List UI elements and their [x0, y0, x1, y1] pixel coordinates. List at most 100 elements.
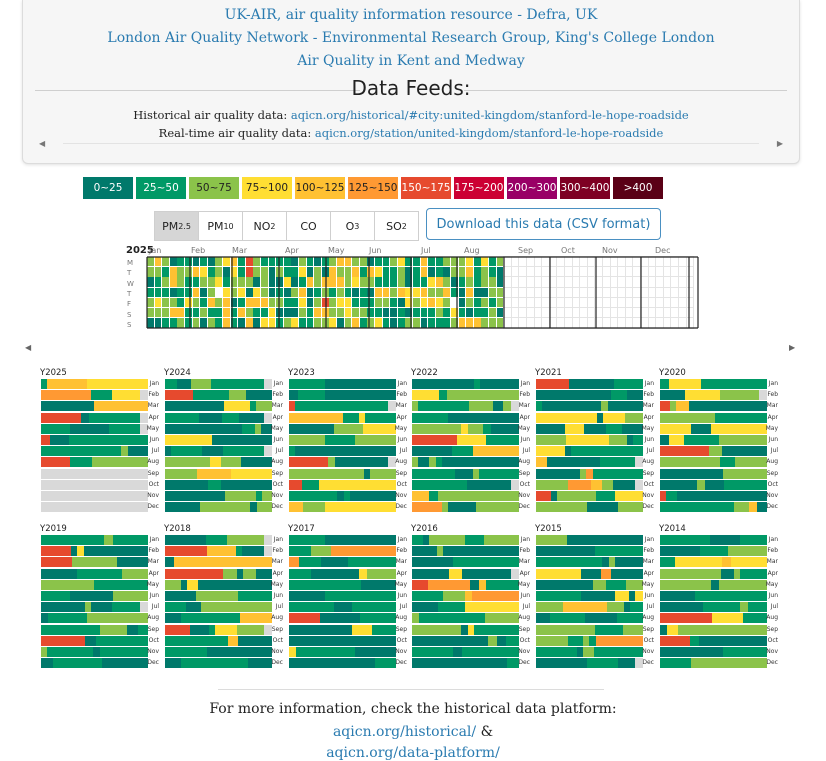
calendar-day-cell[interactable]: [169, 277, 177, 287]
calendar-day-cell[interactable]: [390, 287, 397, 297]
calendar-day-cell[interactable]: [200, 287, 207, 297]
calendar-day-cell[interactable]: [548, 296, 558, 309]
calendar-day-cell[interactable]: [337, 297, 344, 308]
calendar-day-cell[interactable]: [518, 286, 528, 299]
calendar-day-cell[interactable]: [337, 318, 344, 328]
calendar-day-cell[interactable]: [147, 267, 154, 277]
calendar-day-cell[interactable]: [647, 317, 657, 329]
calendar-day-cell[interactable]: [314, 267, 321, 277]
calendar-day-cell[interactable]: [375, 318, 382, 328]
calendar-day-cell[interactable]: [177, 287, 185, 297]
calendar-day-cell[interactable]: [230, 297, 238, 308]
calendar-day-cell[interactable]: [632, 296, 642, 309]
calendar-day-cell[interactable]: [541, 266, 550, 278]
calendar-day-cell[interactable]: [451, 297, 458, 308]
calendar-day-cell[interactable]: [337, 257, 344, 267]
calendar-day-cell[interactable]: [200, 277, 207, 287]
calendar-day-cell[interactable]: [245, 267, 253, 277]
calendar-day-cell[interactable]: [192, 277, 200, 287]
calendar-day-cell[interactable]: [314, 308, 321, 318]
calendar-day-cell[interactable]: [192, 297, 200, 308]
calendar-day-cell[interactable]: [609, 317, 619, 329]
calendar-day-cell[interactable]: [466, 267, 473, 277]
calendar-day-cell[interactable]: [352, 318, 359, 328]
calendar-day-cell[interactable]: [609, 296, 619, 309]
calendar-day-cell[interactable]: [685, 296, 695, 309]
calendar-day-cell[interactable]: [238, 318, 245, 328]
calendar-day-cell[interactable]: [594, 266, 604, 278]
calendar-day-cell[interactable]: [283, 308, 291, 318]
calendar-day-cell[interactable]: [579, 286, 588, 299]
calendar-day-cell[interactable]: [496, 318, 504, 328]
calendar-day-cell[interactable]: [473, 318, 481, 328]
calendar-day-cell[interactable]: [359, 318, 367, 328]
calendar-day-cell[interactable]: [207, 297, 215, 308]
calendar-day-cell[interactable]: [662, 276, 672, 288]
calendar-day-cell[interactable]: [283, 267, 291, 277]
year-overview-block[interactable]: Y2014 Jan Feb Mar Apr May Jun Jul Aug Sep Oct Nov De…: [659, 524, 778, 672]
calendar-day-cell[interactable]: [526, 276, 535, 288]
calendar-day-cell[interactable]: [253, 277, 261, 287]
calendar-day-cell[interactable]: [185, 297, 192, 308]
calendar-day-cell[interactable]: [223, 257, 230, 267]
calendar-day-cell[interactable]: [367, 257, 375, 267]
calendar-day-cell[interactable]: [640, 286, 649, 299]
calendar-day-cell[interactable]: [466, 318, 473, 328]
calendar-day-cell[interactable]: [367, 308, 375, 318]
calendar-day-cell[interactable]: [375, 277, 382, 287]
calendar-day-cell[interactable]: [147, 257, 154, 267]
data-platform-link[interactable]: aqicn.org/data-platform/: [326, 745, 500, 761]
calendar-day-cell[interactable]: [169, 297, 177, 308]
calendar-day-cell[interactable]: [617, 255, 626, 268]
calendar-day-cell[interactable]: [435, 277, 443, 287]
calendar-day-cell[interactable]: [556, 255, 566, 268]
calendar-day-cell[interactable]: [261, 267, 268, 277]
calendar-day-cell[interactable]: [207, 257, 215, 267]
calendar-day-cell[interactable]: [541, 306, 550, 319]
calendar-day-cell[interactable]: [466, 287, 473, 297]
calendar-day-cell[interactable]: [451, 267, 458, 277]
calendar-day-cell[interactable]: [238, 277, 245, 287]
pollutant-tab[interactable]: PM 10: [198, 211, 243, 241]
calendar-day-cell[interactable]: [564, 286, 573, 299]
calendar-day-cell[interactable]: [632, 286, 642, 299]
calendar-day-cell[interactable]: [533, 306, 543, 319]
calendar-day-cell[interactable]: [541, 296, 550, 309]
calendar-day-cell[interactable]: [662, 255, 672, 268]
calendar-day-cell[interactable]: [200, 318, 207, 328]
calendar-day-cell[interactable]: [299, 318, 306, 328]
calendar-day-cell[interactable]: [548, 266, 558, 278]
calendar-day-cell[interactable]: [291, 318, 299, 328]
calendar-day-cell[interactable]: [473, 257, 481, 267]
calendar-day-cell[interactable]: [586, 306, 596, 319]
calendar-day-cell[interactable]: [413, 287, 420, 297]
calendar-day-cell[interactable]: [451, 257, 458, 267]
calendar-day-cell[interactable]: [518, 306, 528, 319]
calendar-day-cell[interactable]: [245, 277, 253, 287]
calendar-day-cell[interactable]: [466, 297, 473, 308]
year-overview-block[interactable]: Y2017 Jan Feb Mar Apr May Jun Jul Aug Sep Oct Nov De…: [288, 524, 407, 672]
calendar-day-cell[interactable]: [215, 277, 223, 287]
year-overview-block[interactable]: Y2025 Jan Feb Mar Apr May Jun Jul Aug Sep Oct Nov De…: [40, 368, 159, 516]
calendar-day-cell[interactable]: [571, 306, 581, 319]
calendar-day-cell[interactable]: [670, 317, 680, 329]
calendar-day-cell[interactable]: [245, 308, 253, 318]
calendar-day-cell[interactable]: [458, 267, 466, 277]
calendar-day-cell[interactable]: [533, 266, 543, 278]
calendar-day-cell[interactable]: [655, 296, 664, 309]
calendar-day-cell[interactable]: [670, 255, 680, 268]
calendar-day-cell[interactable]: [329, 267, 337, 277]
calendar-day-cell[interactable]: [352, 297, 359, 308]
calendar-day-cell[interactable]: [314, 297, 321, 308]
calendar-day-cell[interactable]: [548, 276, 558, 288]
calendar-day-cell[interactable]: [352, 308, 359, 318]
calendar-day-cell[interactable]: [624, 266, 634, 278]
calendar-day-cell[interactable]: [655, 306, 664, 319]
calendar-day-cell[interactable]: [291, 267, 299, 277]
calendar-day-cell[interactable]: [147, 287, 154, 297]
calendar-day-cell[interactable]: [533, 296, 543, 309]
calendar-day-cell[interactable]: [268, 287, 276, 297]
calendar-day-cell[interactable]: [314, 257, 321, 267]
calendar-day-cell[interactable]: [344, 308, 352, 318]
calendar-day-cell[interactable]: [602, 255, 611, 268]
